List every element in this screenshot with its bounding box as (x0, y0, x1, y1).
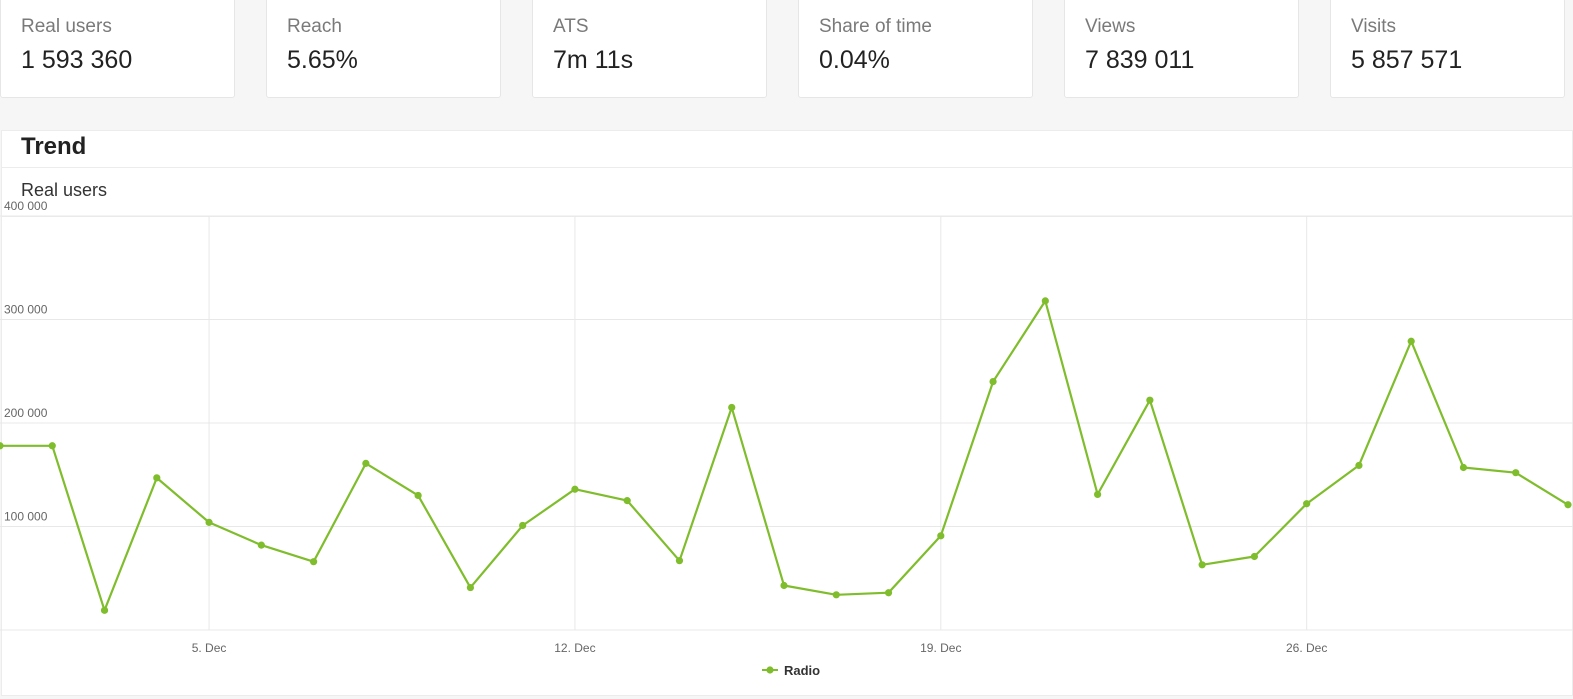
data-point[interactable] (519, 521, 527, 530)
chart-subtitle: Real users (21, 180, 108, 200)
data-point[interactable] (1459, 463, 1468, 472)
data-point[interactable] (937, 532, 945, 540)
y-tick-label: 300 000 (4, 303, 48, 317)
data-point[interactable] (257, 541, 265, 549)
data-point[interactable] (728, 403, 736, 412)
data-point[interactable] (153, 474, 161, 482)
kpi-card-views: Views 7 839 011 (1064, 0, 1299, 98)
data-point[interactable] (675, 557, 684, 565)
grid-layer (0, 215, 1573, 631)
legend[interactable]: Radio (762, 663, 820, 678)
kpi-label: Visits (1351, 16, 1397, 37)
x-tick-label: 26. Dec (1286, 641, 1327, 655)
data-point[interactable] (48, 442, 56, 450)
data-point[interactable] (1198, 561, 1206, 569)
series-layer (0, 297, 1572, 614)
kpi-card-real-users: Real users 1 593 360 (0, 0, 235, 98)
x-tick-label: 5. Dec (192, 641, 227, 655)
data-point[interactable] (466, 583, 474, 592)
kpi-label: ATS (553, 16, 589, 37)
data-point[interactable] (414, 491, 422, 500)
panel-title: Trend (21, 133, 87, 160)
kpi-card-visits: Visits 5 857 571 (1330, 0, 1565, 98)
data-point[interactable] (1146, 396, 1154, 404)
data-point[interactable] (1355, 461, 1363, 470)
data-point[interactable] (1250, 552, 1258, 561)
kpi-value: 0.04% (819, 46, 890, 74)
data-point[interactable] (1564, 501, 1572, 509)
data-point[interactable] (1407, 337, 1415, 345)
kpi-card-share-of-time: Share of time 0.04% (798, 0, 1033, 98)
data-point[interactable] (205, 518, 213, 526)
y-tick-label: 400 000 (4, 199, 48, 213)
y-tick-label: 100 000 (4, 510, 48, 524)
data-point[interactable] (989, 378, 997, 386)
series-line-radio (0, 299, 1569, 612)
kpi-label: Real users (21, 16, 112, 37)
trend-panel: Trend Real users (1, 130, 1573, 696)
data-point[interactable] (571, 485, 579, 493)
data-point[interactable] (780, 581, 788, 590)
kpi-label: Share of time (819, 16, 932, 37)
x-tick-label: 12. Dec (554, 641, 595, 655)
data-point[interactable] (100, 606, 109, 614)
kpi-value: 7m 11s (553, 46, 634, 74)
data-point[interactable] (1512, 469, 1520, 477)
kpi-value: 7 839 011 (1085, 46, 1195, 74)
kpi-label: Views (1085, 16, 1136, 37)
x-tick-label: 19. Dec (920, 641, 961, 655)
data-point[interactable] (1303, 500, 1311, 508)
kpi-card-reach: Reach 5.65% (266, 0, 501, 98)
data-point[interactable] (884, 589, 893, 597)
data-point[interactable] (1041, 297, 1049, 305)
kpi-value: 5 857 571 (1351, 46, 1463, 74)
kpi-label: Reach (287, 16, 342, 37)
kpi-value: 1 593 360 (21, 46, 133, 74)
data-point[interactable] (362, 459, 370, 467)
legend-item-radio[interactable]: Radio (784, 663, 820, 678)
data-point[interactable] (623, 497, 631, 505)
kpi-value: 5.65% (287, 46, 358, 74)
kpi-card-ats: ATS 7m 11s (532, 0, 767, 98)
axis-layer: 100 000 200 000 300 000 400 000 5. Dec 12. De… (4, 199, 1327, 655)
data-point[interactable] (832, 591, 840, 599)
data-point[interactable] (310, 558, 318, 566)
data-point[interactable] (0, 442, 4, 450)
data-point[interactable] (1094, 490, 1102, 499)
legend-marker-symbol (766, 666, 774, 674)
y-tick-label: 200 000 (4, 406, 48, 420)
panel-divider (2, 167, 1572, 168)
